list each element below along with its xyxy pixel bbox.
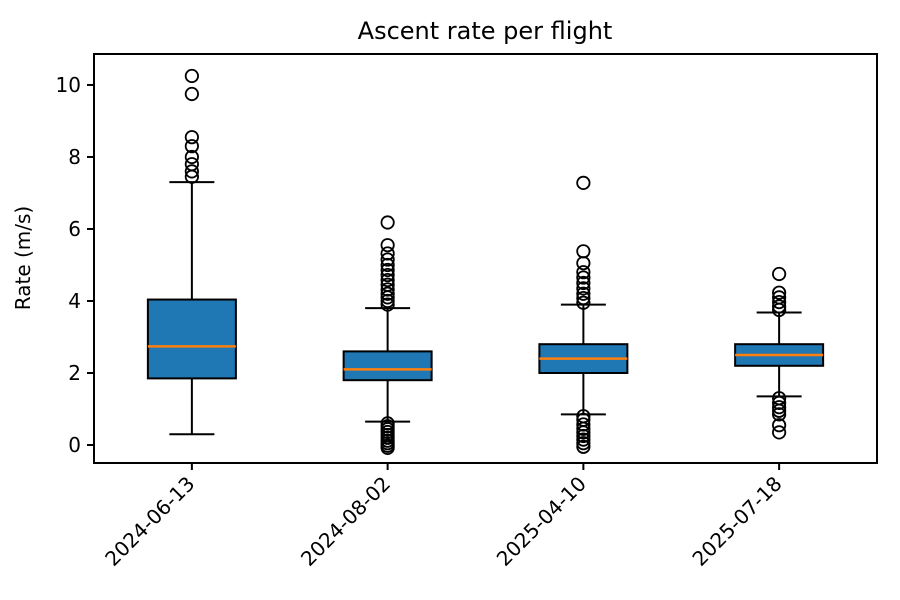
outlier-point	[772, 299, 787, 314]
outlier-point	[772, 425, 787, 440]
y-tick-label: 0	[68, 433, 81, 457]
x-tick-label: 2025-04-10	[492, 472, 591, 571]
outlier-point	[576, 295, 591, 310]
x-tick-label: 2024-06-13	[100, 472, 199, 571]
box-2024-08-02	[342, 350, 433, 382]
y-tick-label: 2	[68, 361, 81, 385]
outlier-point	[772, 395, 787, 410]
x-tick-label: 2025-07-18	[687, 472, 786, 571]
outlier-point	[184, 164, 199, 179]
outlier-point	[380, 277, 395, 292]
outlier-point	[380, 282, 395, 297]
box-2024-06-13	[146, 298, 237, 380]
plot-frame	[93, 53, 878, 464]
outlier-point	[380, 238, 395, 253]
outlier-point	[184, 139, 199, 154]
outlier-point	[184, 149, 199, 165]
chart-title: Ascent rate per flight	[358, 17, 613, 45]
outlier-point	[772, 391, 787, 406]
outlier-point	[576, 265, 591, 280]
x-tick-label: 2024-08-02	[296, 472, 395, 571]
y-tick-label: 4	[68, 289, 81, 313]
outlier-point	[576, 256, 591, 271]
outlier-point	[184, 86, 199, 102]
outlier-point	[184, 68, 199, 84]
outlier-point	[380, 262, 395, 278]
outlier-point	[772, 418, 787, 433]
outlier-point	[772, 285, 787, 300]
outlier-point	[576, 175, 591, 190]
outlier-point	[576, 244, 591, 259]
outlier-point	[184, 157, 199, 172]
outlier-point	[772, 400, 787, 415]
outlier-point	[576, 436, 591, 451]
y-tick-label: 10	[56, 73, 81, 97]
outlier-point	[576, 412, 591, 427]
outlier-point	[576, 417, 591, 432]
y-tick-label: 8	[68, 145, 81, 169]
outlier-point	[576, 291, 591, 306]
outlier-point	[380, 252, 395, 267]
outlier-point	[380, 286, 395, 301]
y-axis-label: Rate (m/s)	[11, 206, 35, 310]
outlier-point	[772, 290, 787, 305]
outlier-point	[772, 266, 787, 282]
outlier-point	[184, 130, 199, 145]
outlier-point	[576, 275, 591, 291]
outlier-point	[576, 409, 591, 424]
plot-area: 0 2 4 6 8 10 2024-06-13 2024-08-02 2025-04-10 202…	[56, 53, 878, 571]
outlier-point	[772, 294, 787, 310]
outlier-point	[576, 270, 591, 285]
outlier-point	[380, 267, 395, 283]
outlier-point	[380, 416, 395, 431]
outlier-point	[380, 273, 395, 288]
outlier-point	[576, 281, 591, 296]
outlier-point	[380, 297, 395, 312]
outlier-point	[380, 215, 395, 230]
outlier-point	[576, 286, 591, 301]
outlier-point	[576, 439, 591, 454]
outlier-point	[380, 246, 395, 261]
outlier-point	[576, 432, 591, 447]
y-tick-label: 6	[68, 217, 81, 241]
